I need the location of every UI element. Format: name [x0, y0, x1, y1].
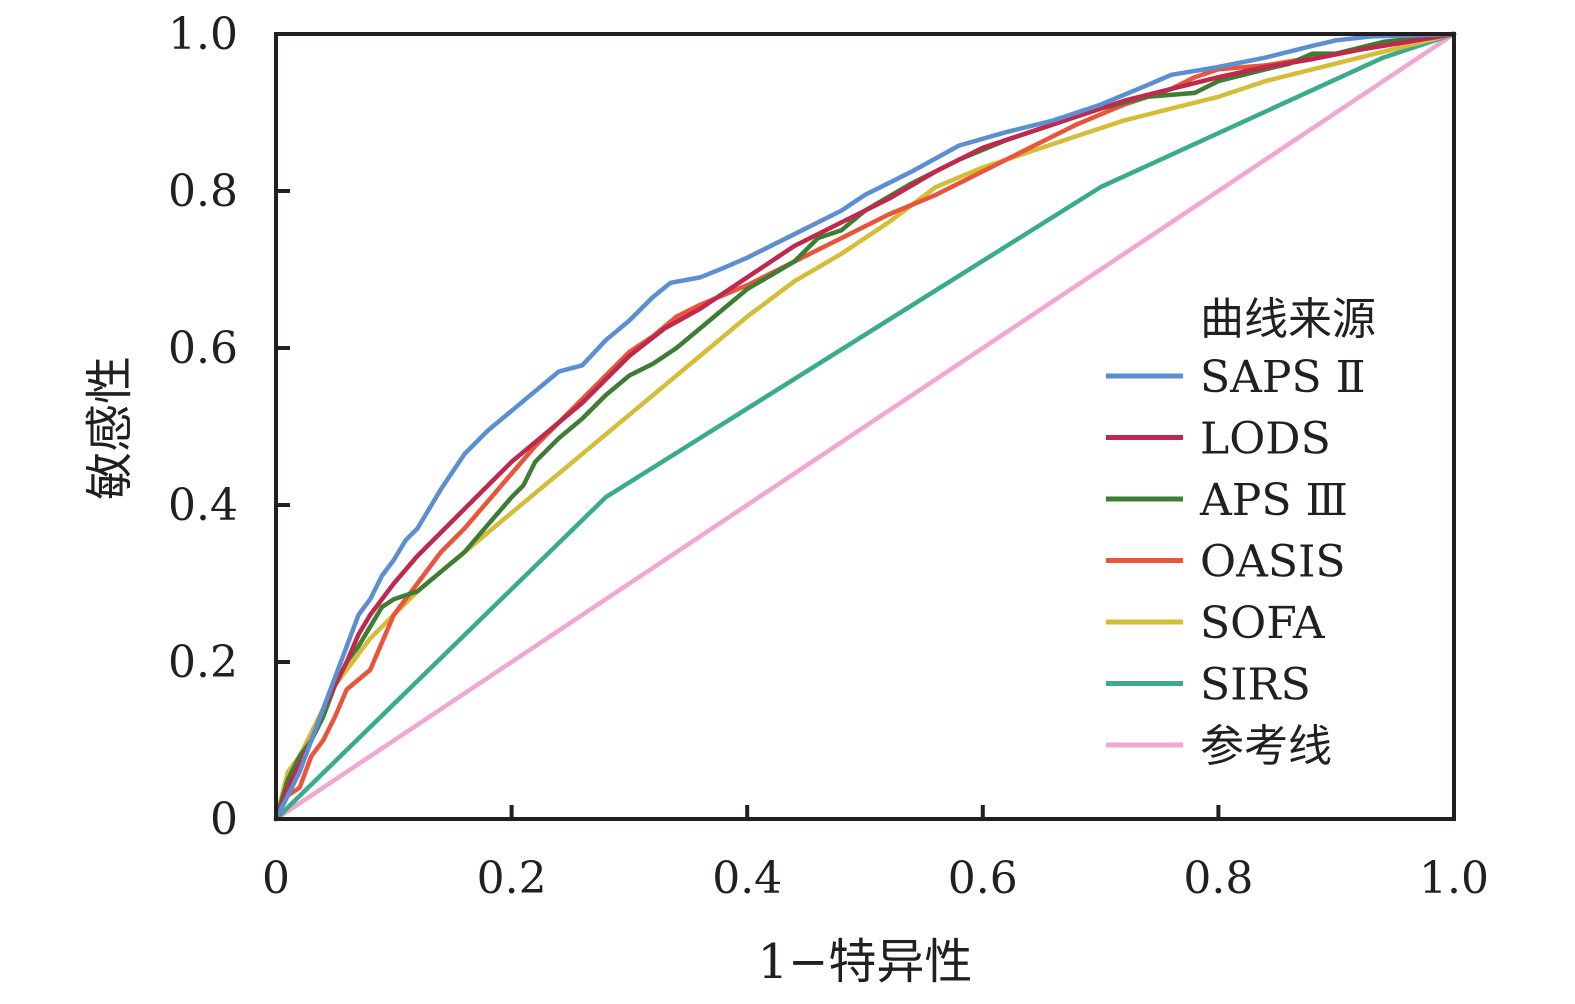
series-line-7 — [273, 31, 1457, 822]
legend-label: SIRS — [1200, 660, 1311, 711]
tick-labels-layer: 0 0.2 0.4 0.6 0.8 1.0 0 0.2 0.4 0.6 0.8 1.0 — [168, 9, 1489, 904]
legend-item: OASIS — [1106, 537, 1346, 588]
legend-item: LODS — [1106, 414, 1331, 465]
legend: 曲线来源 SAPS Ⅱ LODS APS Ⅲ OASIS SOFA SIRS 参考线 — [1106, 294, 1376, 772]
legend-item: APS Ⅲ — [1106, 475, 1348, 526]
series-line-3 — [273, 31, 1457, 822]
legend-item: 参考线 — [1106, 721, 1332, 772]
legend-items: SAPS Ⅱ LODS APS Ⅲ OASIS SOFA SIRS 参考线 — [1106, 352, 1366, 772]
plot-frame — [274, 32, 1456, 821]
legend-label: SAPS Ⅱ — [1200, 352, 1366, 403]
legend-label: LODS — [1200, 414, 1331, 465]
series-line-1 — [273, 31, 1457, 822]
y-tick-label: 0.2 — [168, 637, 238, 688]
legend-item: SOFA — [1106, 598, 1326, 649]
legend-item: SIRS — [1106, 660, 1311, 711]
x-tick-label: 0.6 — [948, 853, 1018, 904]
legend-label: APS Ⅲ — [1199, 475, 1348, 526]
x-tick-label: 0.2 — [477, 853, 547, 904]
x-axis-title: 1−特异性 — [758, 934, 973, 990]
x-tick-label: 0.4 — [712, 853, 782, 904]
ticks-layer — [276, 189, 1221, 819]
x-tick-label: 0 — [262, 853, 290, 904]
legend-label: 参考线 — [1200, 721, 1332, 772]
legend-item: SAPS Ⅱ — [1106, 352, 1366, 403]
y-tick-label: 0.6 — [168, 323, 238, 374]
series-line-6 — [273, 31, 1457, 822]
x-tick-label: 0.8 — [1183, 853, 1253, 904]
series-line-2 — [273, 31, 1457, 822]
x-tick-label: 1.0 — [1419, 853, 1489, 904]
y-tick-label: 0.4 — [168, 480, 238, 531]
y-axis-title: 敏感性 — [82, 356, 138, 500]
legend-label: OASIS — [1200, 537, 1346, 588]
legend-label: SOFA — [1200, 598, 1326, 649]
y-tick-label: 1.0 — [168, 9, 238, 60]
y-tick-label: 0 — [210, 794, 238, 845]
legend-title: 曲线来源 — [1200, 294, 1376, 345]
y-tick-label: 0.8 — [168, 166, 238, 217]
series-layer — [273, 31, 1457, 822]
